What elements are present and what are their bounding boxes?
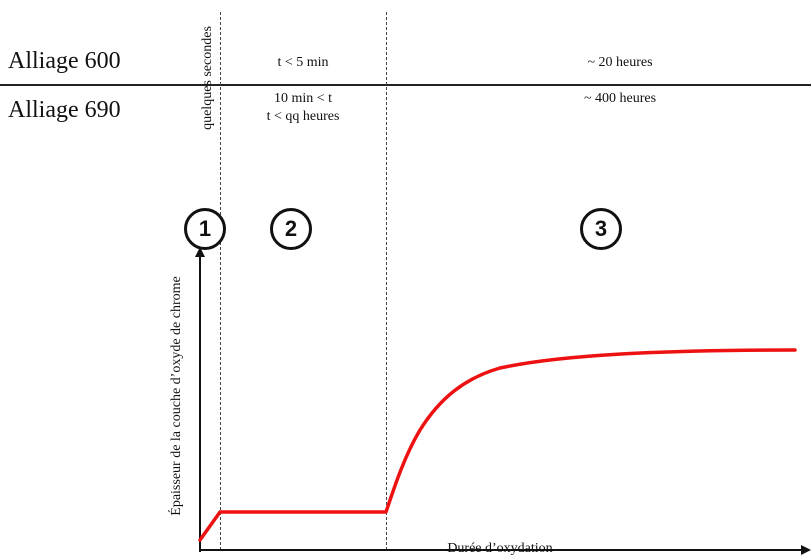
phase2-alloy600-duration: t < 5 min	[277, 55, 329, 70]
phase2-alloy690-duration-line2: t < qq heures	[266, 109, 340, 124]
phase3-alloy600-duration: ~ 20 heures	[587, 55, 653, 70]
y-axis-label: Épaisseur de la couche d’oxyde de chrome	[169, 276, 184, 516]
x-axis-label: Durée d’oxydation	[447, 541, 553, 556]
phase-1-marker: 1	[184, 208, 226, 250]
oxide-thickness-curve	[198, 348, 797, 542]
alloy-690-label: Alliage 690	[8, 97, 121, 123]
phase-3-marker: 3	[580, 208, 622, 250]
alloy-600-label: Alliage 600	[8, 48, 121, 74]
phase-divider-2-3	[386, 12, 387, 550]
phase3-alloy690-duration: ~ 400 heures	[583, 91, 657, 106]
phase2-alloy690-duration-line1: 10 min < t	[273, 91, 333, 106]
phase-2-marker: 2	[270, 208, 312, 250]
phase-divider-1-2	[220, 12, 221, 550]
alloy-separator-line	[0, 84, 811, 86]
